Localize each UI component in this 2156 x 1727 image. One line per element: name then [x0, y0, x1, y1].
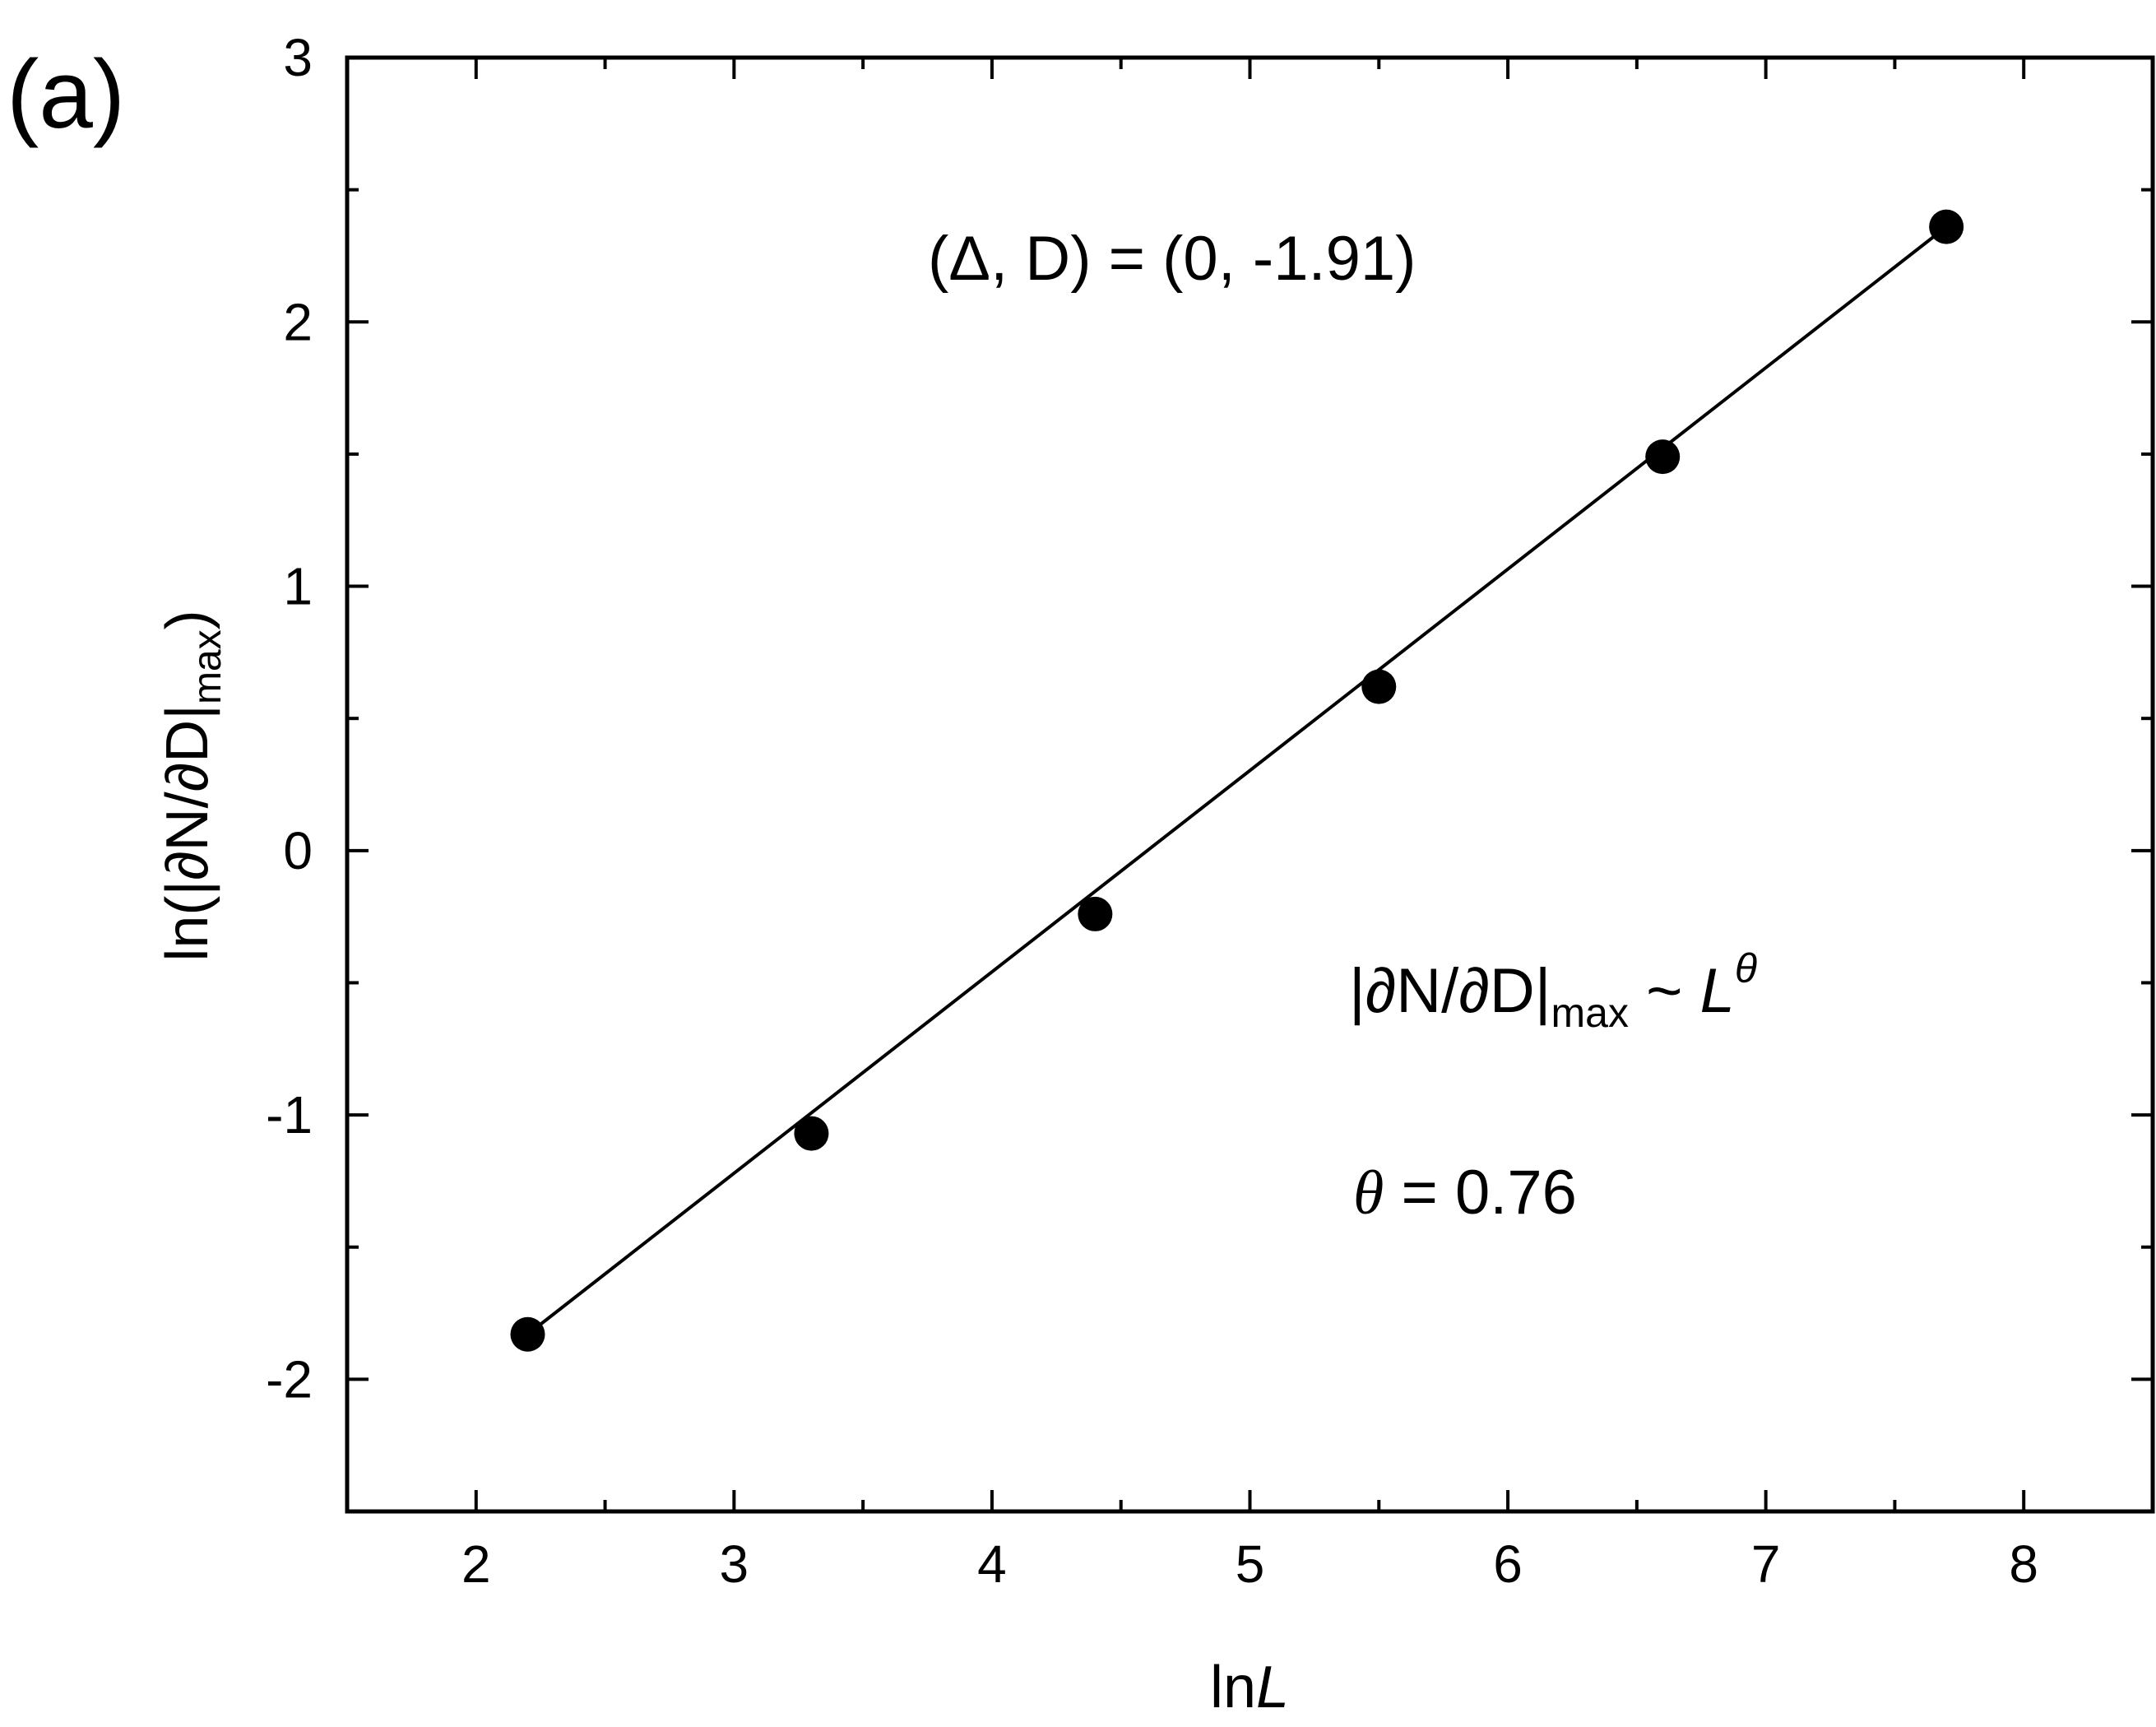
x-tick-label: 4: [977, 1534, 1007, 1594]
params-annotation: (Δ, D) = (0, -1.91): [928, 224, 1416, 294]
y-tick-label: 3: [283, 28, 313, 87]
data-point: [1929, 209, 1964, 244]
axis-ticks: [345, 56, 2154, 1513]
scaling-annotation: |∂N/∂D|max ~ Lθ: [1349, 945, 1757, 1036]
axis-tick-labels: 2 3 4 5 6 7 8 -2 -1 0 1 2 3: [266, 28, 2038, 1594]
y-tick-label: -1: [266, 1085, 313, 1144]
y-tick-label: 2: [283, 292, 313, 351]
y-tick-label: -2: [266, 1349, 313, 1409]
x-axis-title: lnL: [1210, 1655, 1289, 1720]
y-tick-label: 1: [283, 557, 313, 616]
panel-label: (a): [7, 40, 125, 149]
x-tick-label: 6: [1493, 1534, 1523, 1594]
data-points: [510, 209, 1964, 1352]
data-point: [1645, 439, 1681, 475]
x-tick-label: 2: [461, 1534, 491, 1594]
x-tick-label: 5: [1236, 1534, 1265, 1594]
x-tick-label: 3: [720, 1534, 749, 1594]
data-point: [1361, 669, 1397, 704]
data-point: [794, 1116, 829, 1151]
exponent-annotation: θ = 0.76: [1353, 1158, 1577, 1228]
x-tick-label: 8: [2009, 1534, 2038, 1594]
data-point: [510, 1316, 545, 1352]
fit-line: [526, 225, 1948, 1336]
y-tick-label: 0: [283, 821, 313, 880]
x-tick-label: 7: [1751, 1534, 1781, 1594]
y-axis-title: ln(|∂N/∂D|max): [155, 610, 230, 961]
data-point: [1078, 896, 1113, 931]
